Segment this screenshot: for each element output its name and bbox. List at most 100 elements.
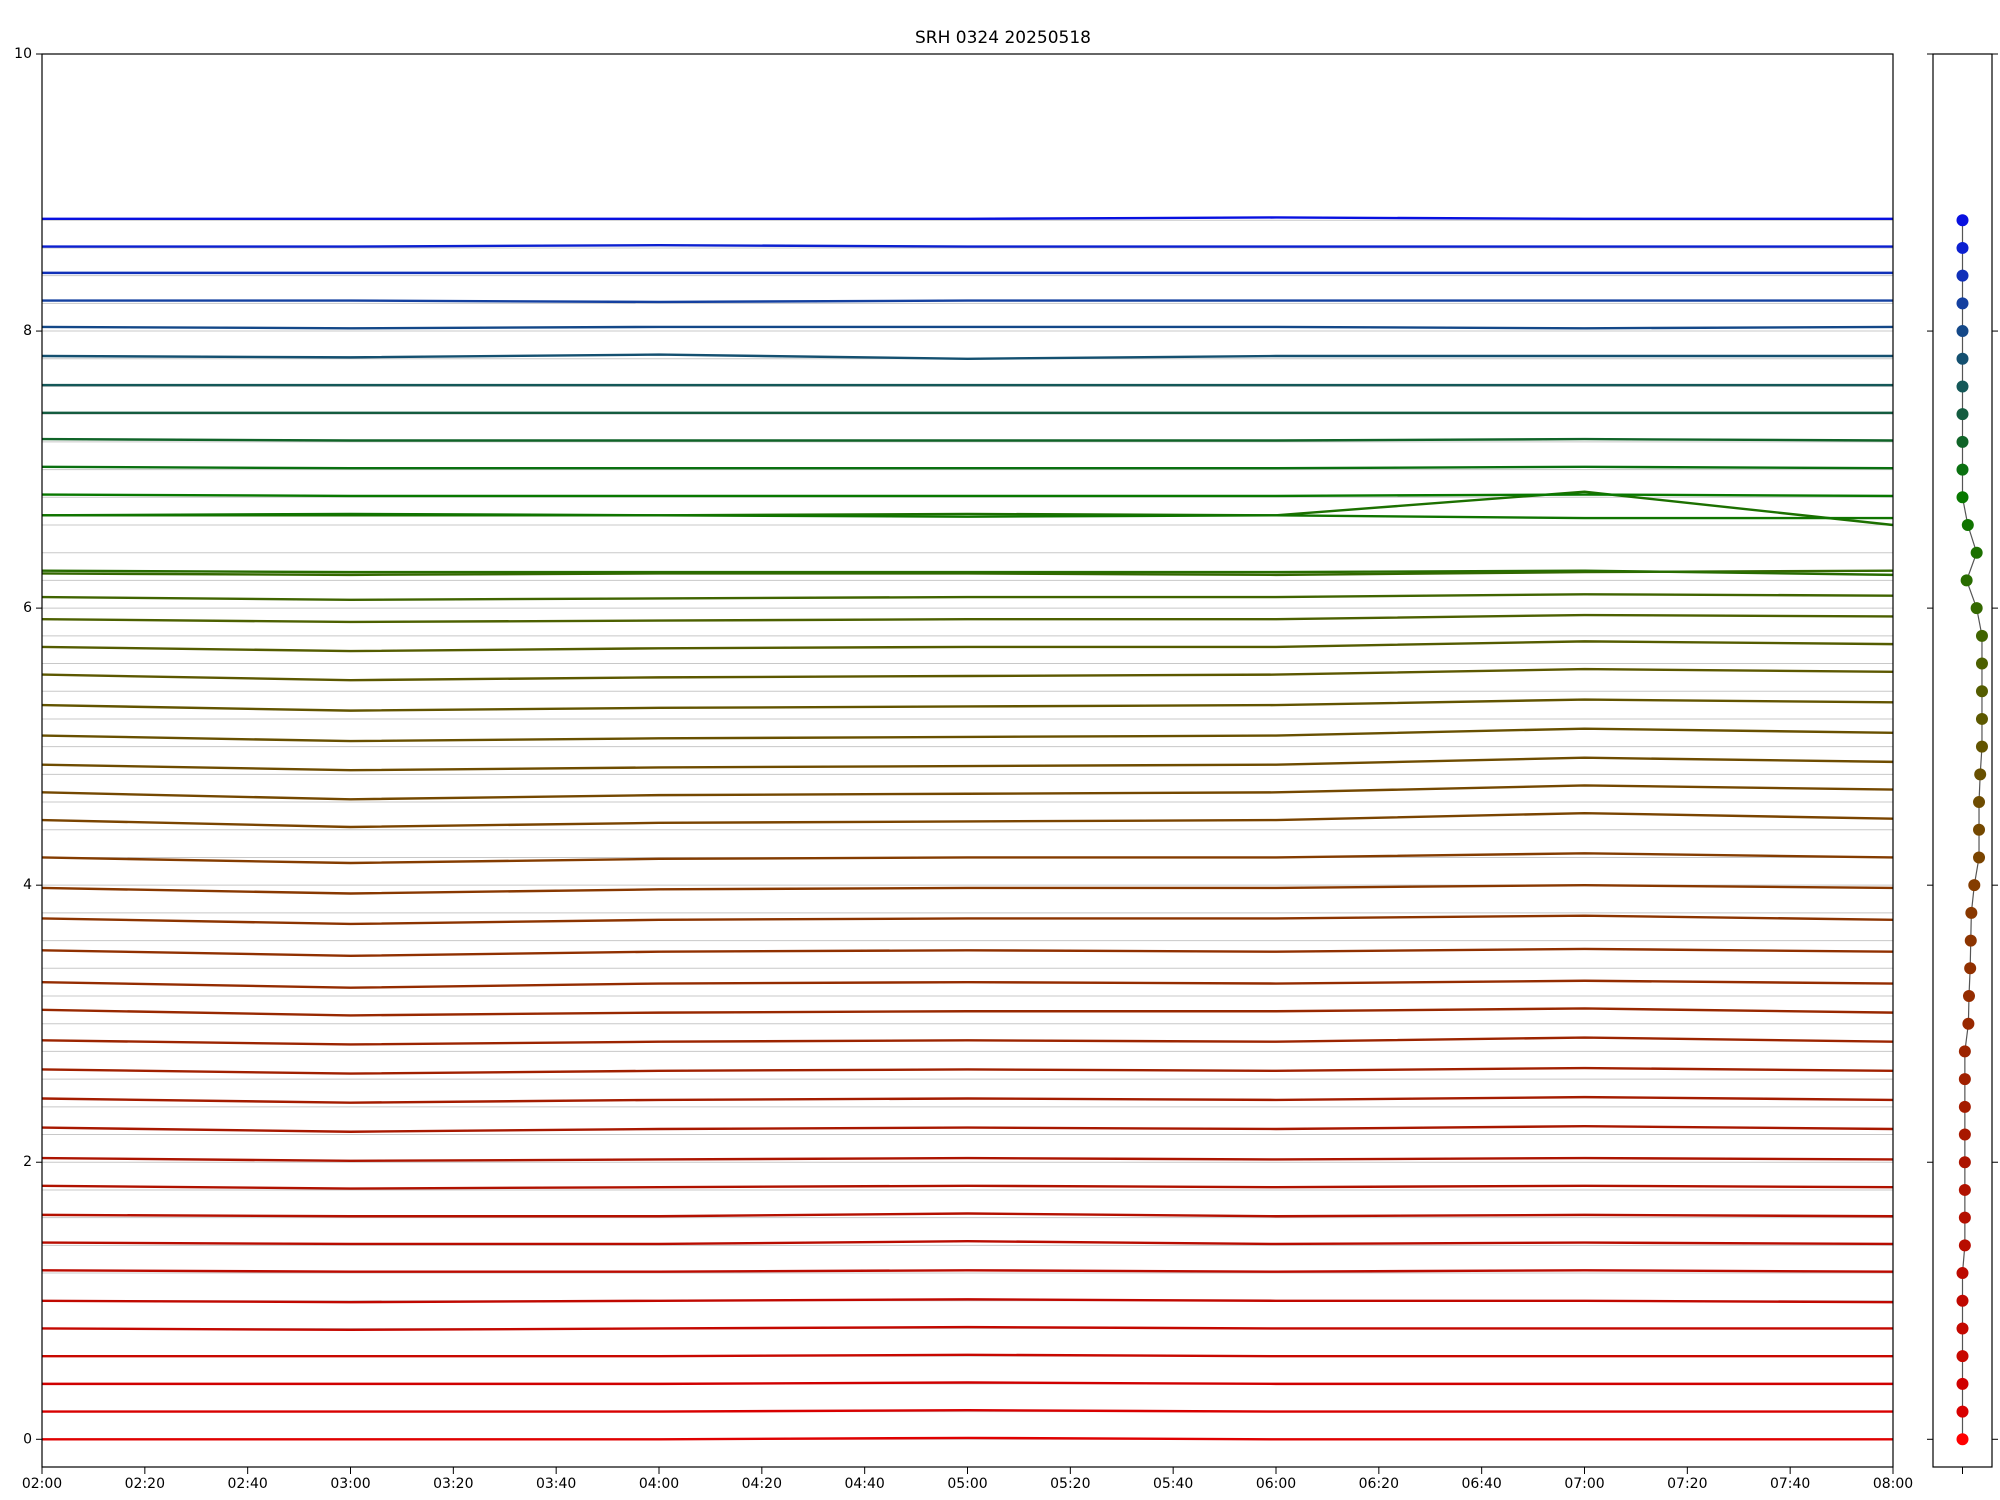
x-tick-label: 06:00 (1256, 1476, 1296, 1492)
level-dot (1973, 851, 1986, 864)
level-dot (1956, 214, 1969, 227)
trace (42, 299, 1893, 304)
x-tick-label: 07:20 (1667, 1476, 1707, 1492)
trace (41, 493, 1894, 498)
level-dot (1958, 1128, 1971, 1141)
x-tick-label: 04:20 (742, 1476, 782, 1492)
level-dot (1968, 879, 1981, 892)
x-tick-label: 07:00 (1564, 1476, 1604, 1492)
trace (42, 243, 1893, 248)
level-dot (1956, 380, 1969, 393)
trace (42, 490, 1894, 527)
trace (41, 947, 1894, 958)
level-dot (1956, 352, 1969, 365)
level-dot (1956, 463, 1969, 476)
level-dot (1958, 1211, 1971, 1224)
x-tick-label: 03:20 (433, 1476, 473, 1492)
level-dot (1956, 297, 1969, 310)
x-tick-label: 02:00 (22, 1476, 62, 1492)
trace (41, 1239, 1894, 1246)
trace (41, 593, 1894, 602)
x-tick-label: 05:20 (1050, 1476, 1090, 1492)
x-tick-label: 02:40 (227, 1476, 267, 1492)
level-dot (1956, 435, 1969, 448)
level-dot (1975, 685, 1988, 698)
trace (41, 1156, 1894, 1163)
trace (41, 613, 1894, 624)
trace (41, 1125, 1894, 1133)
level-dot (1970, 602, 1983, 615)
level-dot (1958, 1239, 1971, 1252)
x-tick-label: 03:00 (330, 1476, 370, 1492)
trace (41, 1007, 1894, 1017)
level-dot (1973, 823, 1986, 836)
level-dot (1958, 1183, 1971, 1196)
level-dot (1956, 491, 1969, 504)
x-tick-label: 02:20 (125, 1476, 165, 1492)
trace (41, 979, 1894, 989)
level-dot (1973, 796, 1986, 809)
y-tick-label: 2 (23, 1154, 32, 1170)
trace (41, 465, 1894, 470)
level-dot (1975, 629, 1988, 642)
trace (41, 569, 1894, 577)
trace (41, 667, 1894, 682)
trace (42, 1409, 1893, 1413)
x-tick-label: 05:40 (1153, 1476, 1193, 1492)
trace (41, 437, 1894, 442)
trace (41, 353, 1893, 360)
trace (41, 852, 1894, 865)
trace (41, 811, 1894, 829)
chart-title: SRH 0324 20250518 (915, 28, 1091, 48)
x-tick-label: 07:40 (1770, 1476, 1810, 1492)
y-tick-label: 6 (23, 600, 32, 616)
trace (41, 784, 1894, 801)
y-tick-label: 8 (23, 323, 32, 339)
level-dot (1956, 1350, 1969, 1363)
trace (41, 640, 1894, 653)
level-dot (1962, 1017, 1975, 1030)
trace (41, 569, 1894, 577)
trace (41, 914, 1894, 926)
y-tick-label: 0 (23, 1431, 32, 1447)
y-tick-label: 4 (23, 877, 32, 893)
level-dot (1956, 1377, 1969, 1390)
trace (42, 1353, 1893, 1358)
trace (42, 1381, 1893, 1386)
level-dot (1956, 1294, 1969, 1307)
x-tick-label: 04:40 (844, 1476, 884, 1492)
x-tick-label: 03:40 (536, 1476, 576, 1492)
trace (41, 1269, 1894, 1273)
level-dot (1960, 574, 1973, 587)
level-dot (1956, 1433, 1969, 1446)
level-dot (1974, 768, 1987, 781)
trace (41, 1066, 1894, 1075)
trace (41, 1036, 1894, 1046)
trace (41, 756, 1894, 772)
level-dot (1961, 519, 1974, 531)
level-dot (1956, 1267, 1969, 1280)
level-dot (1975, 712, 1988, 725)
trace (41, 512, 1893, 520)
level-dot (1975, 657, 1988, 670)
trace (41, 1325, 1893, 1332)
trace (41, 1212, 1894, 1218)
level-dot (1956, 1405, 1969, 1418)
level-dot (1964, 934, 1977, 947)
trace (42, 216, 1893, 221)
y-tick-label: 10 (14, 46, 32, 62)
trace (41, 1095, 1894, 1104)
level-dot (1956, 325, 1969, 338)
x-tick-label: 06:40 (1461, 1476, 1501, 1492)
level-dot (1956, 269, 1969, 282)
level-dot (1958, 1045, 1971, 1058)
plot-frame (41, 53, 1894, 1468)
x-tick-label: 06:20 (1359, 1476, 1399, 1492)
level-dot (1975, 740, 1988, 753)
trace (41, 1298, 1894, 1304)
level-dot (1958, 1156, 1971, 1169)
level-dot (1956, 408, 1969, 421)
trace (41, 727, 1894, 743)
x-tick-label: 05:00 (947, 1476, 987, 1492)
